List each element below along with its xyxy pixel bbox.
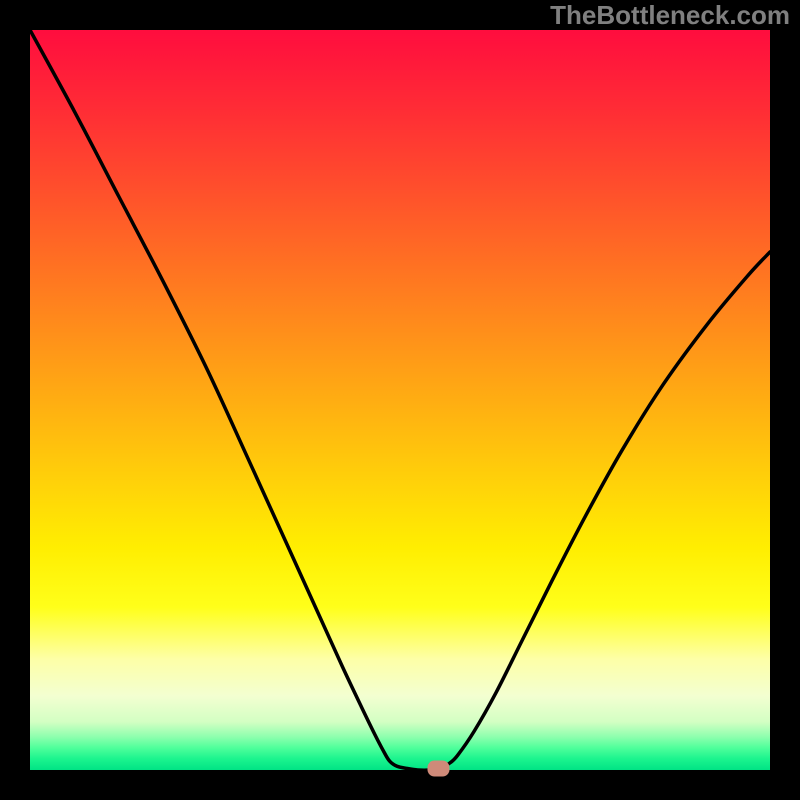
- plot-background: [30, 30, 770, 770]
- chart-container: TheBottleneck.com: [0, 0, 800, 800]
- watermark-text: TheBottleneck.com: [550, 0, 790, 31]
- bottleneck-chart: [0, 0, 800, 800]
- valley-marker: [427, 761, 449, 777]
